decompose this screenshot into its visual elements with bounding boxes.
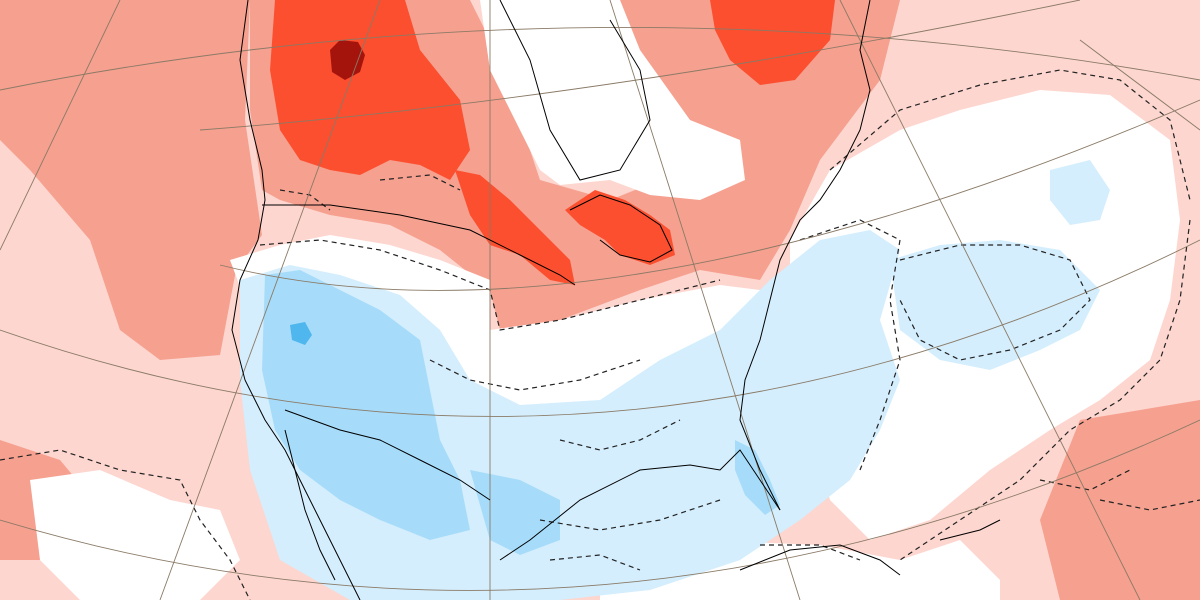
contour-line (379, 174, 461, 191)
coastlines (231, 0, 1001, 600)
gulf-coast (499, 449, 781, 561)
longitude-line (609, 0, 801, 600)
longitude-line (159, 0, 381, 600)
weak-negative-atlantic-north (1050, 160, 1110, 225)
contour-line (539, 499, 721, 531)
hudson-bay-coast (499, 0, 651, 181)
contour-line (899, 244, 1091, 361)
us-canada-border (262, 204, 576, 286)
near-zero-pacific-south (30, 470, 240, 600)
great-lakes-outline (569, 194, 673, 263)
moderate-positive-atlantic-east (1040, 400, 1200, 600)
us-mexico-border (284, 409, 491, 501)
moderate-negative-west (262, 270, 470, 540)
contour-line (1099, 499, 1200, 511)
very-strong-positive-core (330, 40, 365, 80)
moderate-positive-west (0, 0, 262, 360)
cuba-outline (739, 544, 901, 576)
strong-positive-great-lakes (565, 190, 675, 265)
contour-line (559, 419, 681, 451)
contour-line (799, 219, 901, 471)
contour-line (429, 359, 641, 391)
contour-line (0, 449, 251, 600)
strong-positive-prairie (455, 170, 575, 285)
longitude-line (0, 0, 121, 251)
contour-line (829, 69, 1191, 201)
latitude-line (0, 239, 1200, 417)
baja-peninsula (284, 429, 336, 581)
strong-positive-west-canada (270, 0, 470, 180)
contour-line (760, 544, 861, 561)
west-coast (231, 0, 361, 600)
east-coast (739, 0, 871, 511)
near-zero-plains (230, 235, 760, 410)
caribbean-islands (939, 519, 1001, 541)
latitude-line (219, 99, 1200, 291)
latitude-line (0, 419, 1200, 591)
latitude-line (0, 26, 1200, 91)
contour-line (899, 219, 1191, 561)
weak-negative-atlantic (890, 240, 1100, 370)
latitude-line (199, 0, 1081, 131)
strong-negative-california (290, 322, 312, 345)
near-zero-hudson-bay (480, 0, 745, 200)
longitude-line (839, 0, 1141, 600)
longitude-line (1079, 39, 1200, 131)
